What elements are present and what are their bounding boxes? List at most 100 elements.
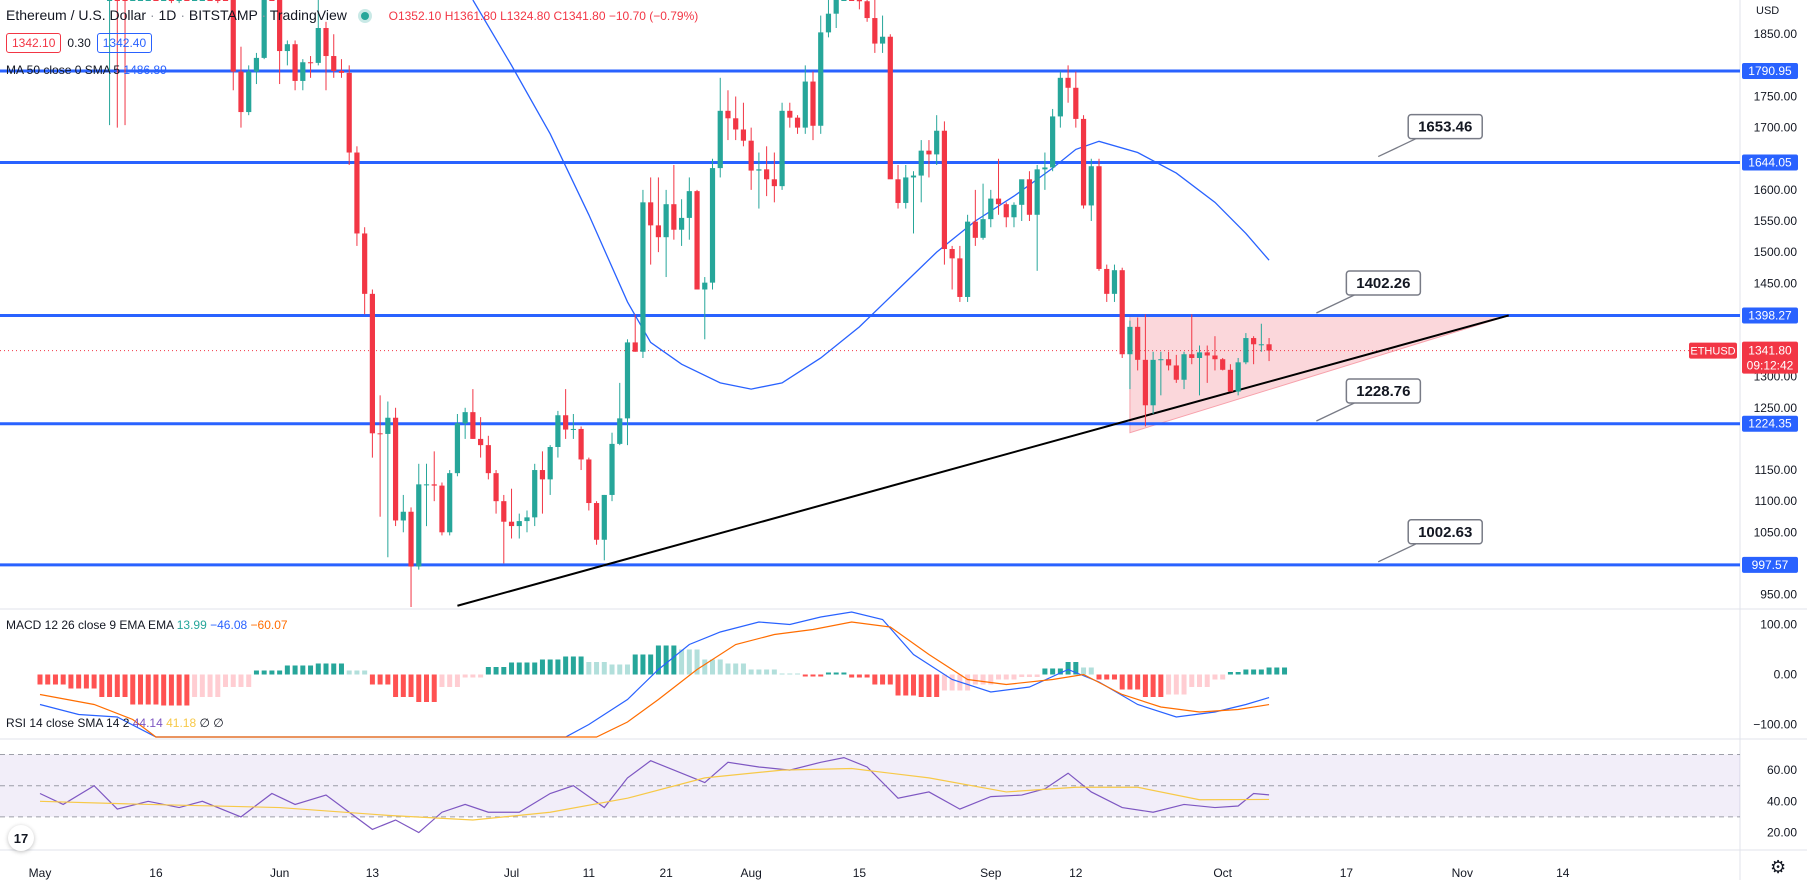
candle (447, 470, 453, 536)
macd-histogram-bar (509, 662, 515, 675)
macd-histogram-bar (393, 674, 399, 697)
macd-histogram-bar (369, 674, 375, 685)
candle (632, 314, 638, 352)
candle-body (315, 28, 321, 63)
macd-histogram-bar (176, 674, 182, 706)
candle (1073, 71, 1079, 128)
candle-body (1104, 268, 1110, 294)
candle-body (362, 233, 368, 294)
candle-body (207, 0, 213, 1)
macd-histogram-bar (516, 662, 522, 675)
tradingview-logo-icon[interactable]: 17 (8, 825, 34, 851)
candle (910, 171, 917, 234)
candle-body (586, 459, 592, 504)
macd-histogram-bar (802, 674, 808, 677)
candle (392, 407, 399, 527)
macd-histogram-bar (1197, 674, 1202, 687)
buy-button[interactable]: 1342.40 (96, 33, 153, 53)
macd-histogram-bar (462, 674, 468, 678)
macd-histogram-bar (362, 670, 368, 675)
time-tick-label: Aug (740, 866, 761, 880)
candle (1003, 202, 1009, 228)
sell-button[interactable]: 1342.10 (6, 33, 62, 53)
candle-body (794, 117, 801, 128)
time-tick-label: Sep (980, 866, 1002, 880)
candle-body (539, 470, 546, 480)
candle (972, 189, 978, 246)
candle-body (563, 415, 569, 430)
macd-histogram-bar (934, 674, 940, 697)
macd-histogram-bar (748, 669, 754, 675)
candle (478, 417, 484, 458)
macd-histogram-group (284, 665, 314, 675)
candle (338, 59, 345, 78)
market-status-dot-icon[interactable] (360, 11, 369, 20)
candle-body (1212, 355, 1218, 360)
candle-body (1088, 166, 1094, 206)
candle (593, 501, 600, 545)
symbol-title[interactable]: Ethereum / U.S. Dollar (6, 7, 147, 23)
macd-histogram-bar (130, 674, 136, 705)
candle (810, 71, 816, 141)
candle (539, 451, 546, 514)
macd-line-value: −46.08 (210, 618, 248, 632)
ma-legend[interactable]: MA 50 close 0 SMA 5 1486.89 (6, 63, 167, 77)
macd-legend[interactable]: MACD 12 26 close 9 EMA EMA 13.99 −46.08 … (6, 618, 288, 632)
candle (369, 289, 375, 458)
candle (787, 102, 793, 128)
candle (423, 463, 430, 527)
candle-body (764, 169, 770, 180)
last-price-label: 1341.80 (1748, 344, 1792, 358)
macd-histogram-bar (184, 674, 190, 706)
candle (988, 189, 994, 228)
currency-label[interactable]: USD (1756, 5, 1780, 17)
candle (1019, 179, 1025, 222)
macd-histogram-bar (277, 670, 283, 675)
candle-body (733, 118, 739, 130)
candle-body (609, 443, 615, 495)
candle (825, 0, 832, 38)
candle (1196, 345, 1203, 396)
macd-histogram-bar (1111, 674, 1117, 680)
candle-body (1011, 204, 1017, 218)
candle-body (818, 32, 824, 126)
macd-histogram-bar (338, 663, 344, 675)
candle-body (1227, 369, 1234, 392)
macd-histogram-bar (586, 662, 592, 675)
macd-histogram-bar (609, 664, 615, 675)
macd-histogram-bar (841, 672, 847, 675)
candle (346, 65, 352, 165)
macd-histogram-bar (1050, 668, 1056, 675)
candle (307, 56, 314, 78)
symbol-tag-label: ETHUSD (1690, 346, 1735, 358)
gear-icon[interactable]: ⚙ (1770, 857, 1787, 877)
candle (408, 507, 414, 607)
macd-histogram-bar (501, 667, 507, 675)
macd-histogram-bar (470, 674, 476, 678)
candle (779, 102, 785, 190)
candle-body (694, 191, 700, 290)
time-tick-label: 17 (1340, 866, 1354, 880)
time-tick-label: Nov (1452, 866, 1473, 880)
macd-histogram-bar (1135, 674, 1141, 690)
macd-histogram-bar (269, 670, 275, 675)
candle-body (1173, 365, 1179, 380)
macd-histogram-group (161, 674, 190, 706)
macd-histogram-group (346, 670, 368, 675)
macd-histogram-bar (563, 656, 569, 675)
rsi-extra-2: ∅ (213, 716, 224, 730)
macd-histogram-bar (1127, 674, 1133, 690)
price-tick-label: 1450.00 (1754, 276, 1798, 290)
interval[interactable]: 1D (158, 7, 177, 23)
rsi-legend[interactable]: RSI 14 close SMA 14 2 44.14 41.18 ∅ ∅ (6, 716, 224, 730)
candle-body (1258, 344, 1264, 346)
candle-body (1042, 167, 1048, 170)
candle (640, 189, 646, 358)
macd-histogram-bar (207, 674, 213, 697)
macd-histogram-bar (400, 674, 406, 697)
candle-body (168, 0, 175, 1)
candle-body (648, 202, 654, 226)
candle (1080, 115, 1087, 209)
macd-histogram-bar (764, 669, 770, 675)
